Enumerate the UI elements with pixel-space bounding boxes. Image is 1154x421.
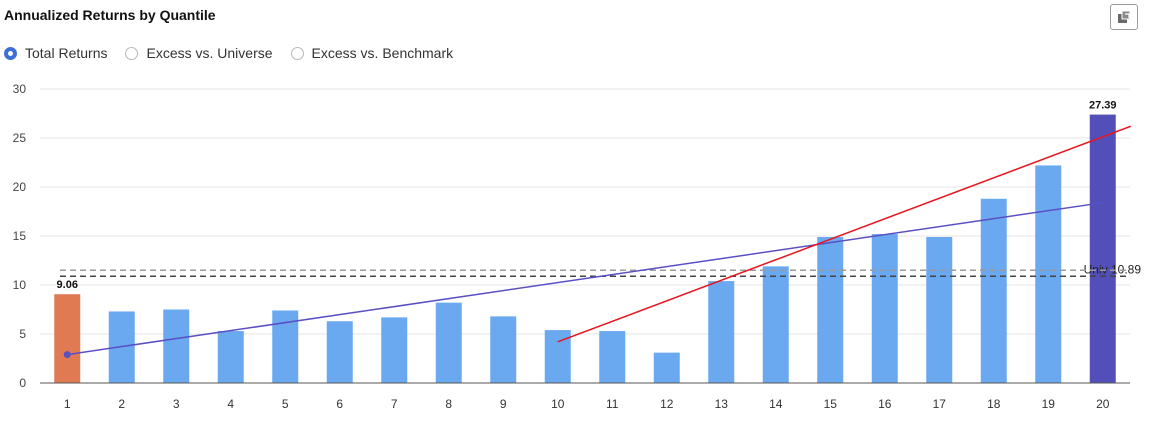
x-tick-label: 11: [606, 397, 619, 411]
x-tick-label: 9: [500, 397, 507, 411]
x-tick-label: 19: [1042, 397, 1056, 411]
x-tick-label: 15: [824, 397, 838, 411]
bar: [217, 331, 244, 383]
x-tick-label: 20: [1096, 397, 1110, 411]
bar: [435, 302, 462, 383]
bar: [381, 317, 408, 383]
x-tick-label: 4: [227, 397, 234, 411]
bar: [1035, 165, 1062, 383]
radio-total-returns[interactable]: Total Returns: [4, 45, 107, 61]
y-tick-label: 10: [13, 278, 27, 292]
x-tick-label: 12: [660, 397, 674, 411]
x-tick-label: 5: [282, 397, 289, 411]
x-tick-label: 2: [118, 397, 125, 411]
trend-line: [67, 201, 1103, 356]
radio-excess-vs-universe[interactable]: Excess vs. Universe: [125, 45, 273, 61]
radio-dot[interactable]: [4, 46, 17, 60]
reference-line-label: Univ 10.89: [1084, 262, 1142, 276]
bar: [817, 236, 844, 383]
export-button[interactable]: [1110, 4, 1138, 30]
radio-label: Total Returns: [25, 45, 108, 61]
bar: [490, 316, 517, 383]
x-tick-label: 18: [987, 397, 1001, 411]
bar: [1089, 114, 1116, 383]
radio-label: Excess vs. Universe: [146, 45, 273, 61]
y-tick-label: 0: [19, 376, 26, 390]
bar: [762, 266, 789, 383]
bar: [599, 331, 626, 383]
bar: [163, 309, 190, 383]
y-tick-label: 30: [13, 82, 27, 96]
data-label: 27.39: [1089, 100, 1117, 112]
bar: [54, 294, 81, 383]
x-tick-label: 14: [769, 397, 783, 411]
y-tick-label: 5: [19, 327, 26, 341]
radio-dot[interactable]: [125, 46, 139, 60]
x-tick-label: 6: [336, 397, 343, 411]
y-tick-label: 25: [13, 131, 27, 145]
x-tick-label: 17: [933, 397, 947, 411]
trend-line-red: [557, 125, 1132, 343]
x-tick-label: 1: [64, 397, 71, 411]
x-tick-label: 10: [551, 397, 565, 411]
bar: [708, 281, 735, 383]
bar: [926, 236, 953, 383]
bar: [653, 352, 680, 383]
x-tick-label: 7: [391, 397, 398, 411]
bar: [326, 321, 353, 383]
trend-line-marker: [63, 351, 71, 359]
export-icon: [1118, 10, 1131, 23]
radio-label: Excess vs. Benchmark: [311, 45, 454, 61]
y-tick-label: 15: [13, 229, 27, 243]
chart-title: Annualized Returns by Quantile: [4, 7, 216, 23]
x-tick-label: 16: [878, 397, 892, 411]
radio-excess-vs-benchmark[interactable]: Excess vs. Benchmark: [290, 45, 454, 61]
x-tick-label: 3: [173, 397, 180, 411]
radio-dot[interactable]: [290, 46, 304, 60]
bar: [871, 234, 898, 383]
x-tick-label: 8: [445, 397, 452, 411]
bar: [980, 198, 1007, 383]
data-label: 9.06: [57, 279, 78, 291]
x-tick-label: 13: [715, 397, 729, 411]
y-tick-label: 20: [13, 180, 27, 194]
view-options: Total Returns Excess vs. Universe Excess…: [4, 45, 471, 61]
